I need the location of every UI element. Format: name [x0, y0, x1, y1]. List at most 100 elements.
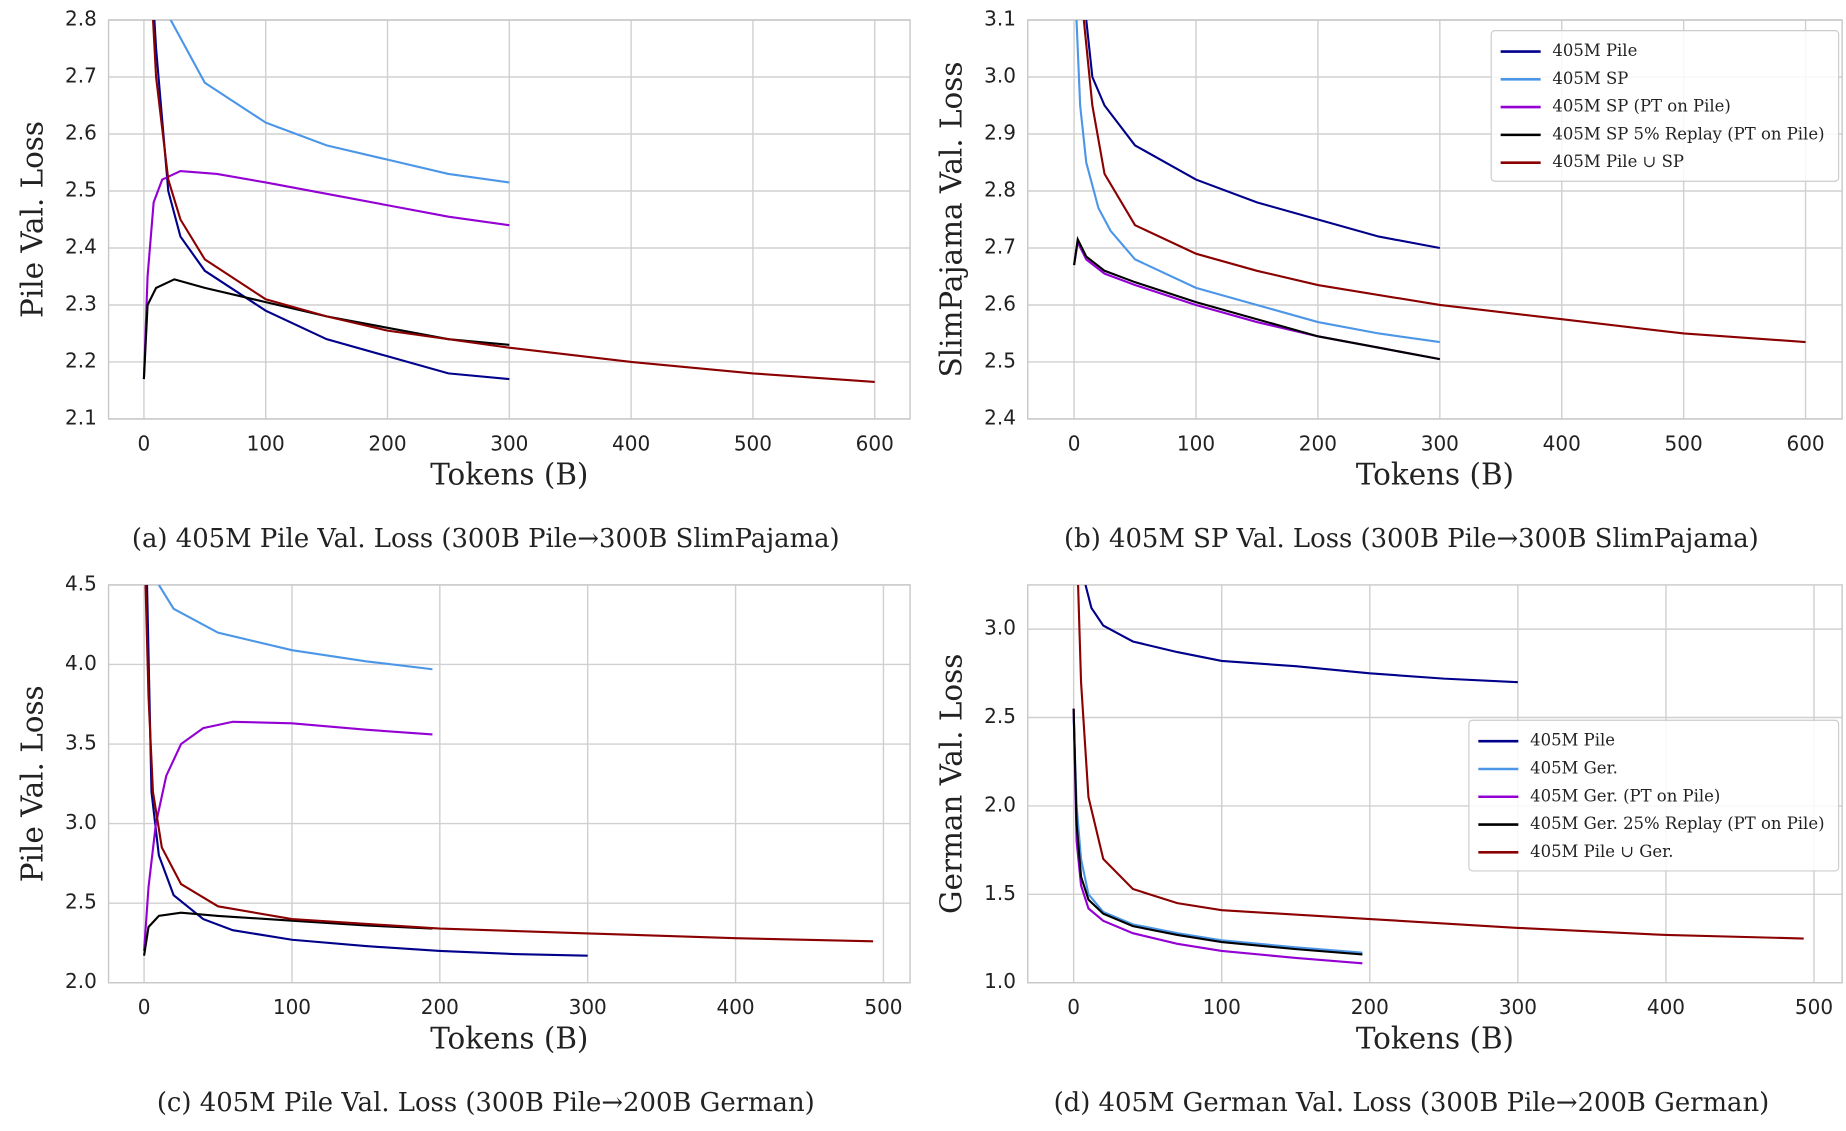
x-axis-label: Tokens (B) [1356, 1021, 1514, 1055]
x-tick-label: 300 [1421, 431, 1459, 455]
x-tick-label: 200 [1299, 431, 1337, 455]
y-tick-label: 2.7 [65, 64, 97, 88]
line-series [151, 20, 875, 383]
y-tick-label: 2.7 [984, 234, 1016, 258]
line-series [142, 278, 510, 380]
y-axis-label: SlimPajama Val. Loss [935, 62, 969, 378]
y-tick-label: 2.0 [65, 969, 97, 993]
line-series [153, 20, 510, 381]
x-tick-label: 400 [1647, 995, 1685, 1019]
x-tick-label: 100 [1203, 995, 1241, 1019]
line-series [1085, 20, 1441, 250]
x-tick-label: 300 [1499, 995, 1537, 1019]
y-tick-label: 2.6 [984, 291, 1016, 315]
x-tick-label: 0 [138, 431, 151, 455]
y-tick-label: 3.0 [65, 810, 97, 834]
x-tick-label: 0 [1068, 431, 1081, 455]
y-tick-label: 2.2 [65, 348, 97, 372]
y-tick-label: 2.1 [65, 405, 97, 429]
x-tick-label: 500 [1665, 431, 1703, 455]
y-axis-label: Pile Val. Loss [15, 121, 49, 318]
y-tick-label: 2.9 [984, 120, 1016, 144]
legend-frame [1490, 30, 1840, 182]
legend: 405M Pile 405M SP 405M SP (PT on Pile) 405M… [1490, 30, 1840, 182]
x-tick-label: 500 [864, 995, 902, 1019]
x-tick-label: 600 [856, 431, 894, 455]
y-tick-label: 2.8 [984, 177, 1016, 201]
legend: 405M Pile 405M Ger. 405M Ger. (PT on Pile)… [1468, 719, 1840, 872]
line-series [1077, 584, 1804, 940]
line-series [144, 584, 874, 943]
y-tick-label: 2.5 [65, 890, 97, 914]
x-tick-label: 600 [1786, 431, 1824, 455]
x-tick-label: 500 [734, 431, 772, 455]
subplot: 1.0 1.5 2.0 2.5 3.0 0 100 200 300 400 500 Tokens (B… [935, 584, 1843, 1118]
y-tick-label: 2.0 [984, 792, 1016, 816]
legend-frame [1468, 719, 1840, 872]
caption: (c) 405M Pile Val. Loss (300B Pile→200B … [157, 1088, 815, 1118]
x-tick-label: 400 [716, 995, 754, 1019]
line-series [1073, 238, 1441, 361]
y-tick-label: 2.3 [65, 291, 97, 315]
x-axis-label: Tokens (B) [430, 458, 588, 492]
line-series [1072, 717, 1363, 954]
plot-frame [107, 584, 911, 984]
line-series [169, 20, 510, 184]
x-tick-label: 0 [138, 995, 151, 1019]
x-tick-label: 200 [368, 431, 406, 455]
y-tick-label: 2.8 [65, 7, 97, 31]
line-series [1072, 708, 1363, 956]
line-series [157, 584, 433, 671]
x-tick-label: 400 [1543, 431, 1581, 455]
y-tick-label: 3.1 [984, 7, 1016, 31]
x-axis-label: Tokens (B) [1356, 458, 1514, 492]
caption: (b) 405M SP Val. Loss (300B Pile→300B Sl… [1064, 524, 1759, 554]
x-tick-label: 100 [1177, 431, 1215, 455]
y-axis-label: German Val. Loss [935, 654, 969, 914]
line-series [143, 911, 433, 956]
line-series [143, 720, 433, 951]
y-tick-label: 2.4 [984, 405, 1016, 429]
subplot: 2.4 2.5 2.6 2.7 2.8 2.9 3.0 3.1 0 100 200 300 400 500… [935, 7, 1843, 554]
plot-frame [1027, 584, 1843, 984]
line-series [142, 169, 510, 380]
line-series [1072, 708, 1363, 965]
y-tick-label: 2.4 [65, 234, 97, 258]
line-series [1073, 235, 1441, 361]
y-tick-label: 2.5 [65, 177, 97, 201]
y-tick-label: 1.0 [984, 969, 1016, 993]
y-axis-label: Pile Val. Loss [15, 685, 49, 882]
y-tick-label: 3.0 [984, 64, 1016, 88]
line-series [1082, 20, 1806, 344]
caption: (d) 405M German Val. Loss (300B Pile→200… [1054, 1088, 1770, 1118]
legend-label: 405M Pile ∪ SP [1552, 152, 1684, 171]
x-tick-label: 100 [273, 995, 311, 1019]
legend-label: 405M Pile ∪ Ger. [1530, 842, 1673, 861]
x-tick-label: 400 [612, 431, 650, 455]
x-tick-label: 300 [569, 995, 607, 1019]
legend-label: 405M SP [1552, 69, 1628, 88]
legend-label: 405M Ger. 25% Replay (PT on Pile) [1530, 814, 1824, 833]
caption: (a) 405M Pile Val. Loss (300B Pile→300B … [132, 524, 840, 554]
plot-frame [107, 19, 911, 420]
x-tick-label: 200 [1351, 995, 1389, 1019]
y-tick-label: 4.0 [65, 651, 97, 675]
x-axis-label: Tokens (B) [430, 1021, 588, 1055]
y-tick-label: 3.0 [984, 616, 1016, 640]
plot-frame [1027, 19, 1843, 420]
y-tick-label: 4.5 [65, 571, 97, 595]
y-tick-label: 2.5 [984, 348, 1016, 372]
legend-label: 405M Pile [1530, 731, 1615, 750]
legend-label: 405M SP (PT on Pile) [1552, 97, 1730, 116]
legend-label: 405M SP 5% Replay (PT on Pile) [1552, 124, 1824, 143]
y-tick-label: 1.5 [984, 881, 1016, 905]
y-tick-label: 2.6 [65, 120, 97, 144]
x-tick-label: 500 [1795, 995, 1833, 1019]
line-series [1075, 20, 1440, 344]
legend-label: 405M Pile [1552, 41, 1637, 60]
y-tick-label: 2.5 [984, 704, 1016, 728]
legend-label: 405M Ger. (PT on Pile) [1530, 786, 1720, 805]
x-tick-label: 100 [247, 431, 285, 455]
